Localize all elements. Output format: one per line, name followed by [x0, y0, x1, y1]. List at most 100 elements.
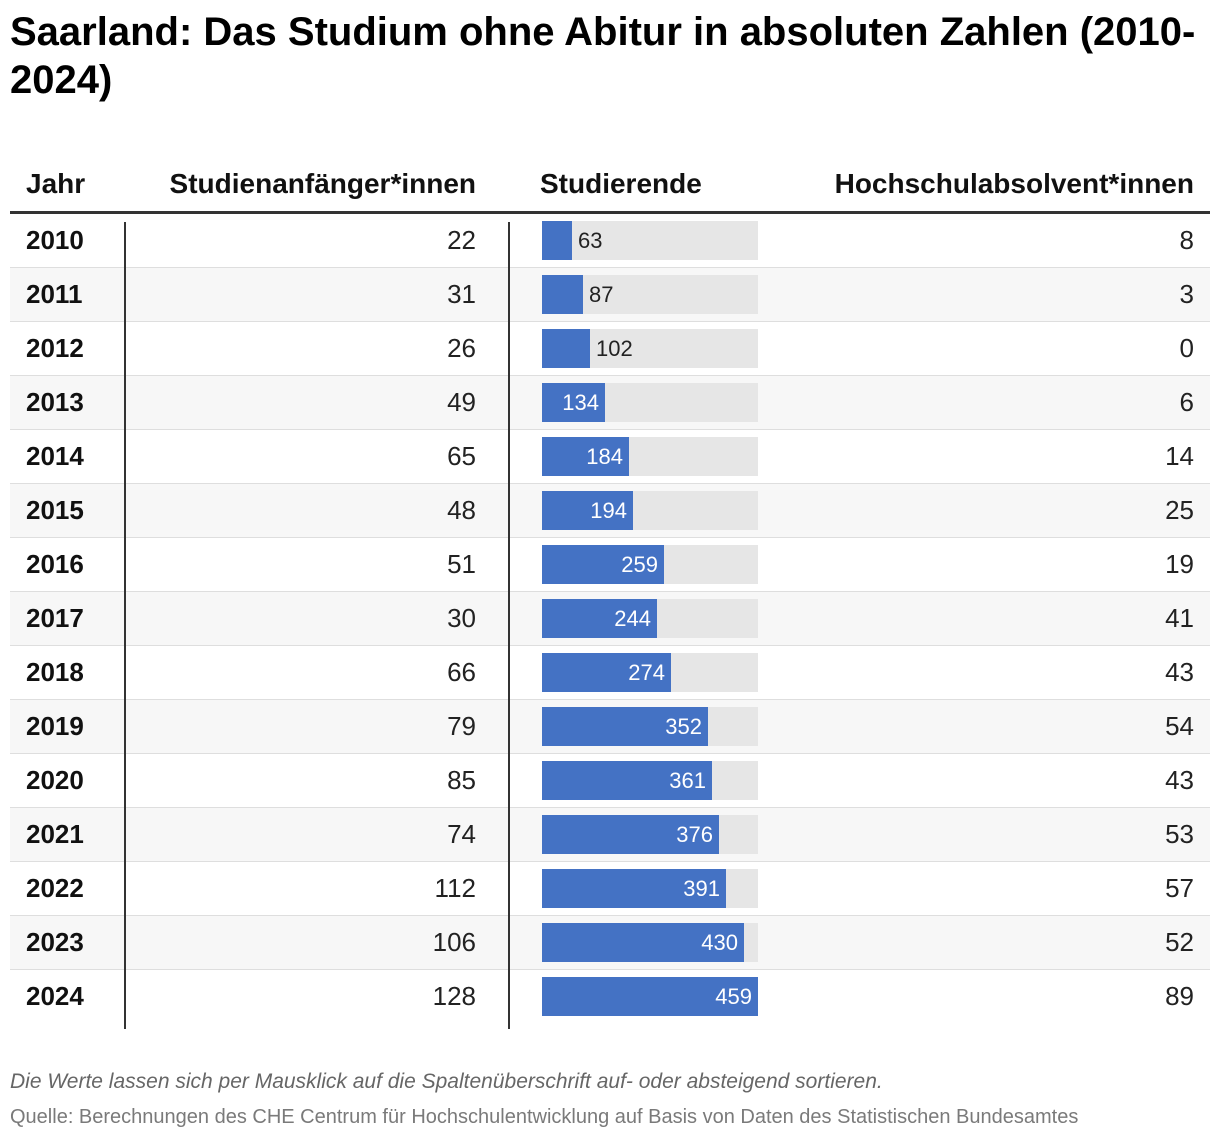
students-bar-label: 244 [614, 606, 651, 631]
students-bar [542, 707, 708, 746]
students-bar [542, 923, 744, 962]
table-row: 2021 74 376 53 [10, 808, 1210, 862]
students-bar-label: 361 [669, 768, 706, 793]
students-bar-label: 194 [590, 498, 627, 523]
cell-year: 2015 [26, 495, 84, 525]
students-bar-track: 361 [542, 761, 758, 800]
students-bar-track: 352 [542, 707, 758, 746]
students-bar [542, 545, 664, 584]
cell-year: 2022 [26, 873, 84, 903]
cell-graduates: 53 [1165, 819, 1194, 849]
students-bar-track: 63 [542, 221, 758, 260]
cell-starters: 26 [447, 333, 476, 363]
column-header-year[interactable]: Jahr [26, 168, 86, 199]
table-row: 2010 22 63 8 [10, 214, 1210, 268]
cell-graduates: 41 [1165, 603, 1194, 633]
students-bar [542, 761, 712, 800]
cell-starters: 31 [447, 279, 476, 309]
cell-year: 2017 [26, 603, 84, 633]
table-row: 2024 128 459 89 [10, 970, 1210, 1024]
students-bar [542, 869, 726, 908]
table-row: 2019 79 352 54 [10, 700, 1210, 754]
cell-graduates: 52 [1165, 927, 1194, 957]
cell-year: 2010 [26, 225, 84, 255]
cell-graduates: 57 [1165, 873, 1194, 903]
students-bar [542, 491, 633, 530]
cell-starters: 51 [447, 549, 476, 579]
students-bar-track: 391 [542, 869, 758, 908]
cell-starters: 48 [447, 495, 476, 525]
table-row: 2014 65 184 14 [10, 430, 1210, 484]
students-bar-track: 102 [542, 329, 758, 368]
students-bar-label: 459 [715, 984, 752, 1009]
table-row: 2011 31 87 3 [10, 268, 1210, 322]
table-row: 2016 51 259 19 [10, 538, 1210, 592]
table-body: 2010 22 63 8 2011 31 87 3 2012 26 102 0 2013 49 134 6 20… [10, 214, 1210, 1024]
cell-graduates: 89 [1165, 981, 1194, 1011]
table-header: Jahr Studienanfänger*innen Studierende H… [10, 156, 1210, 214]
cell-starters: 66 [447, 657, 476, 687]
students-bar [542, 437, 629, 476]
students-bar-label: 63 [578, 228, 603, 253]
column-divider [124, 222, 126, 1029]
cell-graduates: 0 [1179, 333, 1194, 363]
cell-graduates: 14 [1165, 441, 1194, 471]
students-bar-track: 274 [542, 653, 758, 692]
cell-starters: 65 [447, 441, 476, 471]
students-bar-label: 391 [683, 876, 720, 901]
table-row: 2013 49 134 6 [10, 376, 1210, 430]
cell-graduates: 54 [1165, 711, 1194, 741]
column-divider [508, 222, 510, 1029]
students-bar-label: 184 [586, 444, 623, 469]
students-bar-label: 376 [676, 822, 713, 847]
students-bar-label: 352 [665, 714, 702, 739]
cell-starters: 74 [447, 819, 476, 849]
column-header-students[interactable]: Studierende [540, 168, 702, 199]
data-table: Jahr Studienanfänger*innen Studierende H… [10, 156, 1210, 1029]
cell-year: 2016 [26, 549, 84, 579]
students-bar-label: 259 [621, 552, 658, 577]
cell-year: 2012 [26, 333, 84, 363]
cell-starters: 85 [447, 765, 476, 795]
students-bar-track: 376 [542, 815, 758, 854]
students-bar [542, 977, 758, 1016]
cell-graduates: 19 [1165, 549, 1194, 579]
cell-graduates: 8 [1179, 225, 1194, 255]
cell-year: 2019 [26, 711, 84, 741]
cell-starters: 112 [434, 873, 476, 903]
cell-graduates: 43 [1165, 657, 1194, 687]
students-bar-track: 87 [542, 275, 758, 314]
source-note: Quelle: Berechnungen des CHE Centrum für… [10, 1106, 1079, 1128]
students-bar [542, 599, 657, 638]
cell-year: 2023 [26, 927, 84, 957]
cell-year: 2013 [26, 387, 84, 417]
table-row: 2012 26 102 0 [10, 322, 1210, 376]
cell-starters: 22 [447, 225, 476, 255]
students-bar [542, 815, 719, 854]
sort-note: Die Werte lassen sich per Mausklick auf … [10, 1070, 883, 1093]
table-row: 2022 112 391 57 [10, 862, 1210, 916]
students-bar-label: 87 [589, 282, 614, 307]
cell-graduates: 25 [1165, 495, 1194, 525]
students-bar [542, 275, 583, 314]
students-bar-track: 184 [542, 437, 758, 476]
table-row: 2017 30 244 41 [10, 592, 1210, 646]
students-bar [542, 221, 572, 260]
students-bar [542, 653, 671, 692]
students-bar-track: 134 [542, 383, 758, 422]
students-bar-label: 102 [596, 336, 633, 361]
cell-graduates: 3 [1179, 279, 1194, 309]
students-bar-label: 430 [701, 930, 738, 955]
cell-year: 2024 [26, 981, 84, 1011]
cell-year: 2014 [26, 441, 84, 471]
column-header-graduates[interactable]: Hochschulabsolvent*innen [834, 168, 1194, 199]
students-bar-label: 274 [628, 660, 665, 685]
students-bar-track: 430 [542, 923, 758, 962]
cell-graduates: 43 [1165, 765, 1194, 795]
table-row: 2020 85 361 43 [10, 754, 1210, 808]
cell-starters: 79 [447, 711, 476, 741]
cell-year: 2011 [26, 279, 83, 309]
column-header-starters[interactable]: Studienanfänger*innen [169, 168, 476, 199]
students-bar-track: 259 [542, 545, 758, 584]
students-bar-label: 134 [562, 390, 599, 415]
